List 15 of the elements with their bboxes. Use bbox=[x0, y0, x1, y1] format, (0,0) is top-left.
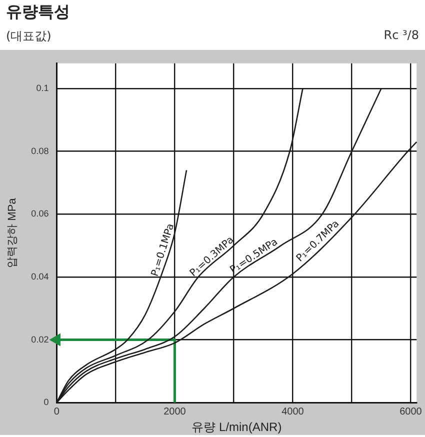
y-tick-label: 0.04 bbox=[31, 271, 49, 282]
text: Rc ³/8 bbox=[384, 28, 419, 42]
y-tick-label: 0.02 bbox=[31, 334, 49, 344]
x-tick-label: 6000 bbox=[400, 406, 422, 418]
y-tick-label: 0 bbox=[44, 397, 49, 408]
y-tick-label: 0.06 bbox=[31, 208, 49, 219]
x-tick-label: 4000 bbox=[282, 406, 304, 418]
chart-subtitle: (대표값) bbox=[6, 28, 52, 45]
x-axis-title: 유량 L/min(ANR) bbox=[192, 420, 282, 434]
x-tick-label: 0 bbox=[54, 406, 60, 418]
chart-title: 유량특성 bbox=[6, 2, 70, 23]
x-tick-label: 2000 bbox=[164, 406, 186, 418]
y-tick-label: 0.1 bbox=[36, 83, 49, 94]
y-axis-title: 압력강하 MPa bbox=[6, 197, 19, 268]
y-tick-label: 0.08 bbox=[31, 146, 49, 156]
